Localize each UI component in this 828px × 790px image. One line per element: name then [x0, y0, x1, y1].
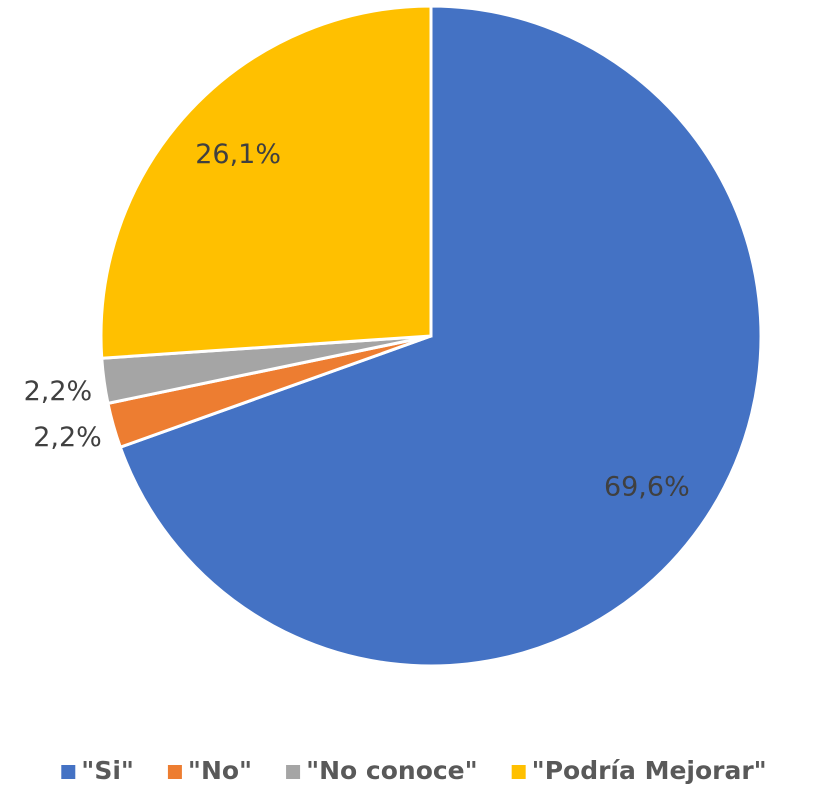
- pie-slice: [99, 4, 433, 360]
- data-label: 26,1%: [195, 139, 281, 170]
- pie-slice: [118, 4, 763, 668]
- legend-swatch: [167, 765, 182, 779]
- legend-label: "No conoce": [306, 756, 478, 785]
- data-label: 2,2%: [24, 376, 93, 407]
- legend-label: "Si": [81, 756, 134, 785]
- legend-label: "Podría Mejorar": [532, 756, 767, 785]
- legend-swatch: [286, 765, 301, 779]
- legend-swatch: [61, 765, 76, 779]
- legend-swatch: [511, 765, 526, 779]
- data-label: 2,2%: [33, 422, 102, 453]
- legend-label: "No": [188, 756, 252, 785]
- legend: "Si" "No" "No conoce" "Podría Mejorar": [61, 756, 767, 785]
- data-label: 69,6%: [604, 472, 690, 503]
